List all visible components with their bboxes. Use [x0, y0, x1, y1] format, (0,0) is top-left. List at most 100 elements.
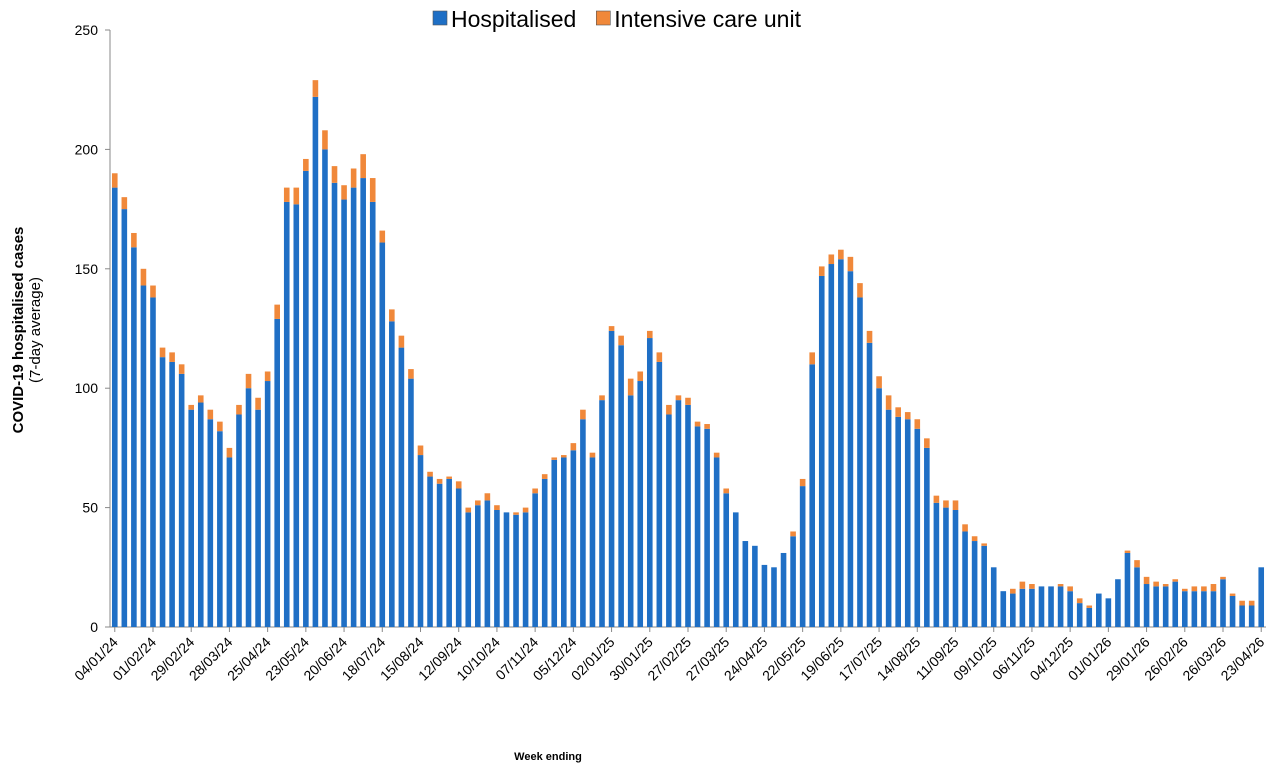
bar-segment [465, 512, 472, 627]
bar-segment [1258, 567, 1265, 627]
bar-segment [1010, 588, 1016, 594]
bar-segment [217, 431, 223, 627]
bar-segment [618, 335, 624, 346]
bar-segment [895, 407, 901, 417]
bar-segment [513, 512, 519, 515]
bar-segment [389, 321, 395, 627]
bar-segment [140, 268, 147, 286]
bar-segment [379, 242, 386, 628]
bar-segment [723, 493, 730, 627]
bar-segment [876, 388, 882, 627]
bar-segment [608, 326, 615, 331]
bar-segment [790, 531, 796, 537]
bar-segment [513, 514, 519, 627]
bar-segment [876, 376, 882, 389]
bar-segment [303, 170, 309, 627]
bar-segment [1134, 567, 1140, 627]
bar-segment [971, 541, 978, 627]
bar-segment [790, 536, 796, 627]
bar-segment [446, 478, 452, 627]
bar-segment [283, 187, 290, 202]
bar-segment [780, 552, 787, 627]
bar-segment [704, 428, 710, 627]
bar-segment [599, 400, 605, 627]
bar-segment [1248, 605, 1255, 627]
bar-segment [952, 500, 959, 510]
bar-segment [694, 426, 701, 627]
legend-label: Hospitalised [451, 6, 576, 32]
bar-segment [150, 297, 156, 627]
bar-segment [924, 438, 930, 448]
bar-segment [981, 543, 987, 546]
bar-segment [971, 536, 978, 542]
bar-segment [799, 478, 806, 487]
bar-segment [847, 256, 854, 272]
bar-segment [704, 424, 710, 429]
bar-segment [752, 545, 758, 627]
y-tick-label: 0 [90, 619, 98, 635]
bar-segment [847, 271, 854, 627]
legend-swatch [432, 10, 448, 26]
bar-segment [446, 476, 452, 479]
bar-segment [1172, 579, 1179, 582]
bar-segment [627, 378, 634, 396]
bar-segment [188, 409, 195, 627]
bar-segment [541, 478, 548, 627]
bar-segment [952, 509, 959, 627]
bar-segment [159, 347, 166, 358]
bar-segment [904, 412, 911, 420]
legend-swatch [595, 10, 611, 26]
bar-segment [1096, 593, 1102, 627]
bar-segment [857, 297, 863, 627]
bar-segment [1201, 591, 1207, 627]
bar-segment [1229, 593, 1236, 596]
bar-segment [408, 369, 414, 379]
bar-segment [293, 204, 300, 627]
bar-segment [818, 266, 825, 276]
bar-segment [207, 409, 214, 420]
bar-segment [436, 478, 443, 484]
bar-segment [713, 457, 720, 627]
bar-segment [1134, 560, 1140, 568]
bar-segment [1172, 581, 1179, 627]
bar-segment [914, 419, 921, 429]
bar-segment [1201, 586, 1207, 592]
bar-segment [666, 404, 672, 415]
bar-segment [236, 414, 242, 627]
bar-segment [1191, 586, 1198, 592]
bar-segment [341, 199, 347, 627]
y-tick-label: 250 [75, 22, 99, 38]
y-tick-label: 150 [75, 261, 99, 277]
bar-segment [857, 283, 863, 298]
bar-segment [217, 421, 223, 432]
y-tick-label: 50 [82, 500, 98, 516]
bar-segment [1057, 586, 1064, 627]
bar-segment [417, 455, 424, 627]
bar-segment [532, 488, 538, 494]
bar-segment [627, 395, 634, 627]
bar-segment [1210, 584, 1217, 592]
bar-segment [178, 373, 185, 627]
bar-segment [1029, 584, 1035, 589]
bar-segment [532, 493, 538, 627]
bar-segment [1105, 598, 1112, 627]
bar-segment [150, 285, 156, 298]
bar-segment [828, 264, 835, 627]
bar-segment [121, 197, 128, 210]
bar-segment [541, 474, 548, 479]
bar-segment [188, 404, 195, 410]
bar-segment [1239, 605, 1245, 627]
bar-segment [245, 388, 252, 627]
bar-segment [331, 182, 338, 627]
bar-segment [226, 457, 233, 627]
bar-segment [666, 414, 672, 627]
bar-segment [646, 338, 653, 627]
bar-segment [685, 404, 691, 627]
y-tick-label: 200 [75, 141, 99, 157]
bar-segment [818, 275, 825, 627]
bar-segment [799, 486, 806, 627]
bar-segment [761, 564, 768, 627]
bar-segment [685, 397, 691, 405]
bar-segment [379, 230, 386, 243]
bar-segment [1143, 576, 1150, 585]
